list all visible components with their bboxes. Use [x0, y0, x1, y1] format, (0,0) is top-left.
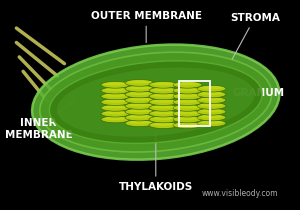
Ellipse shape	[128, 104, 151, 106]
Ellipse shape	[101, 87, 130, 94]
Ellipse shape	[128, 86, 151, 89]
Ellipse shape	[197, 120, 226, 127]
Ellipse shape	[152, 123, 175, 126]
Ellipse shape	[173, 116, 202, 123]
Ellipse shape	[197, 85, 226, 92]
Ellipse shape	[197, 108, 226, 115]
Ellipse shape	[152, 82, 175, 85]
Ellipse shape	[173, 87, 202, 94]
Ellipse shape	[125, 120, 154, 127]
Ellipse shape	[173, 81, 202, 88]
Ellipse shape	[173, 110, 202, 117]
Ellipse shape	[200, 86, 224, 89]
Ellipse shape	[57, 67, 254, 137]
Ellipse shape	[152, 94, 175, 97]
Ellipse shape	[40, 52, 272, 152]
Ellipse shape	[200, 92, 224, 95]
Ellipse shape	[103, 111, 127, 114]
Ellipse shape	[149, 105, 178, 111]
Bar	[179, 81, 210, 126]
Ellipse shape	[101, 93, 130, 100]
Ellipse shape	[176, 123, 199, 126]
Ellipse shape	[32, 45, 279, 160]
Ellipse shape	[149, 93, 178, 100]
Ellipse shape	[103, 105, 127, 108]
Ellipse shape	[101, 81, 130, 88]
Text: STROMA: STROMA	[230, 13, 280, 59]
Text: www.visibleody.com: www.visibleody.com	[202, 189, 279, 198]
Ellipse shape	[197, 97, 226, 104]
Text: OUTER MEMBRANE: OUTER MEMBRANE	[91, 10, 202, 43]
Ellipse shape	[101, 116, 130, 123]
Ellipse shape	[176, 82, 199, 85]
Ellipse shape	[103, 88, 127, 91]
Ellipse shape	[176, 111, 199, 114]
Ellipse shape	[176, 100, 199, 103]
Ellipse shape	[149, 116, 178, 123]
Ellipse shape	[125, 85, 154, 92]
Ellipse shape	[173, 99, 202, 105]
Ellipse shape	[101, 110, 130, 117]
Ellipse shape	[200, 121, 224, 124]
Ellipse shape	[173, 93, 202, 100]
Ellipse shape	[197, 91, 226, 98]
Ellipse shape	[128, 92, 151, 95]
Text: GRANUM: GRANUM	[201, 88, 285, 102]
Ellipse shape	[149, 81, 178, 88]
Ellipse shape	[101, 99, 130, 105]
Ellipse shape	[176, 117, 199, 120]
Ellipse shape	[125, 91, 154, 98]
Ellipse shape	[173, 122, 202, 129]
Ellipse shape	[125, 97, 154, 104]
Ellipse shape	[103, 117, 127, 120]
Ellipse shape	[128, 115, 151, 118]
Ellipse shape	[101, 105, 130, 111]
Ellipse shape	[149, 87, 178, 94]
Ellipse shape	[128, 80, 151, 83]
Ellipse shape	[50, 61, 262, 143]
Ellipse shape	[149, 122, 178, 129]
Ellipse shape	[176, 94, 199, 97]
Ellipse shape	[128, 98, 151, 101]
Ellipse shape	[125, 114, 154, 121]
Ellipse shape	[149, 99, 178, 105]
Ellipse shape	[152, 88, 175, 91]
Ellipse shape	[176, 105, 199, 108]
Ellipse shape	[200, 104, 224, 106]
Ellipse shape	[173, 105, 202, 111]
Ellipse shape	[197, 114, 226, 121]
Ellipse shape	[200, 98, 224, 101]
Ellipse shape	[200, 115, 224, 118]
Ellipse shape	[103, 100, 127, 103]
Ellipse shape	[200, 109, 224, 112]
Ellipse shape	[197, 103, 226, 109]
Ellipse shape	[152, 117, 175, 120]
Ellipse shape	[152, 111, 175, 114]
Ellipse shape	[125, 80, 154, 86]
Ellipse shape	[103, 82, 127, 85]
Text: INNER
MEMBRANE: INNER MEMBRANE	[4, 100, 75, 140]
Ellipse shape	[152, 105, 175, 108]
Ellipse shape	[125, 108, 154, 115]
Ellipse shape	[125, 103, 154, 109]
Ellipse shape	[128, 121, 151, 124]
Text: THYLAKOIDS: THYLAKOIDS	[119, 124, 193, 192]
Ellipse shape	[103, 94, 127, 97]
Ellipse shape	[152, 100, 175, 103]
Ellipse shape	[149, 110, 178, 117]
Ellipse shape	[128, 109, 151, 112]
Ellipse shape	[176, 88, 199, 91]
